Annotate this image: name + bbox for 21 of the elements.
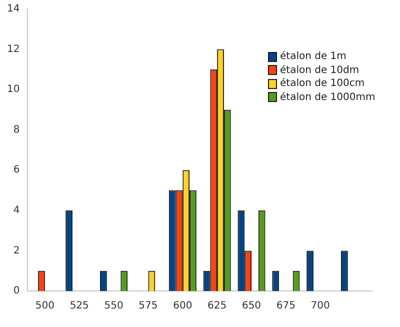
y-tick-label: 8: [13, 124, 20, 136]
x-tick-label: 650: [242, 300, 262, 312]
y-tick-label: 14: [6, 4, 20, 15]
y-tick-label: 2: [13, 245, 20, 256]
y-tick-label: 6: [13, 164, 20, 176]
y-tick-label: 10: [6, 84, 20, 96]
legend-label: étalon de 10dm: [280, 64, 360, 77]
x-tick-label: 550: [104, 300, 124, 312]
y-tick-label: 12: [6, 44, 20, 55]
x-tick-label: 675: [276, 300, 296, 312]
y-tick-label: 4: [13, 205, 20, 216]
x-tick-label: 500: [35, 300, 54, 312]
legend-label: étalon de 1000mm: [280, 90, 376, 104]
legend-label: étalon de 1m: [280, 50, 346, 64]
legend-label: étalon de 100cm: [280, 77, 365, 90]
x-tick-label: 575: [138, 300, 158, 312]
x-tick-label: 525: [70, 300, 89, 312]
x-tick-label: 700: [310, 300, 330, 312]
x-tick-label: 600: [173, 300, 192, 312]
x-tick-label: 625: [208, 300, 227, 312]
y-tick-label: 0: [13, 286, 20, 297]
